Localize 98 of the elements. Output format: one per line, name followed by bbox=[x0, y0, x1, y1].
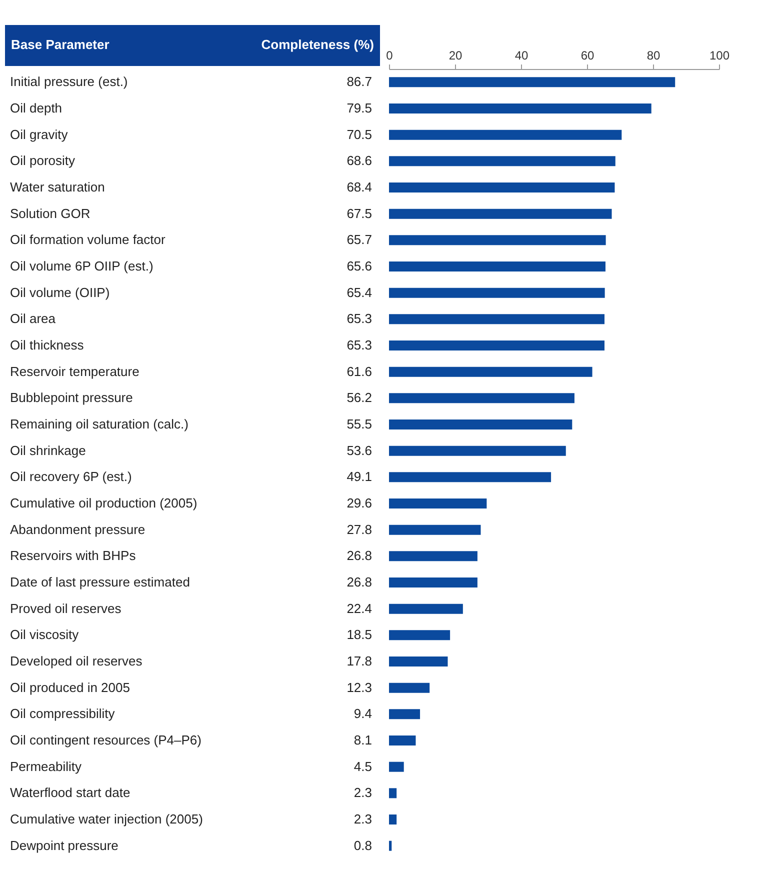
bar bbox=[389, 788, 397, 798]
data-label: 79.5 bbox=[346, 100, 372, 116]
data-label: 56.2 bbox=[346, 390, 372, 406]
data-label: 53.6 bbox=[346, 442, 372, 458]
y-tick-label: Oil shrinkage bbox=[10, 442, 86, 458]
x2-tick-label: 60 bbox=[580, 48, 594, 62]
y-tick-label: Oil recovery 6P (est.) bbox=[10, 469, 132, 484]
y-tick-label: Oil porosity bbox=[10, 153, 76, 168]
x2-tick-label: 0 bbox=[386, 48, 394, 62]
y-tick-label: Solution GOR bbox=[10, 206, 90, 221]
y-tick-label: Oil volume 6P OIIP (est.) bbox=[10, 258, 154, 274]
data-label: 26.8 bbox=[346, 548, 372, 564]
y-tick-label: Date of last pressure estimated bbox=[10, 574, 190, 590]
bar bbox=[389, 420, 572, 430]
bar bbox=[389, 235, 606, 246]
data-label: 65.3 bbox=[346, 311, 372, 326]
bar bbox=[389, 156, 616, 166]
y-tick-label: Oil gravity bbox=[10, 126, 68, 142]
data-label: 8.1 bbox=[354, 732, 372, 748]
data-label: 2.3 bbox=[354, 785, 372, 800]
data-label: 70.5 bbox=[346, 126, 372, 142]
data-label: 26.8 bbox=[346, 574, 372, 590]
y-tick-label: Oil volume (OIIP) bbox=[10, 284, 110, 300]
x2-tick-label: 80 bbox=[646, 48, 660, 62]
data-label: 65.4 bbox=[346, 284, 372, 300]
y-axis-title: Base Parameter bbox=[11, 37, 110, 52]
bar bbox=[389, 551, 478, 562]
bar bbox=[389, 366, 592, 377]
data-label: 18.5 bbox=[346, 627, 372, 642]
y-tick-label: Oil depth bbox=[10, 100, 62, 116]
data-label: 12.3 bbox=[346, 680, 372, 695]
data-label: 2.3 bbox=[354, 812, 372, 826]
y-tick-label: Reservoirs with BHPs bbox=[10, 548, 136, 564]
y-tick-label: Oil formation volume factor bbox=[10, 232, 166, 248]
bar bbox=[389, 446, 566, 456]
y-tick-label: Reservoir temperature bbox=[10, 364, 140, 379]
y-tick-label: Permeability bbox=[10, 758, 82, 774]
bar bbox=[389, 262, 606, 272]
y-tick-label: Proved oil reserves bbox=[10, 600, 122, 616]
bar bbox=[389, 288, 605, 298]
y-tick-label: Oil produced in 2005 bbox=[10, 680, 130, 695]
y-tick-label: Bubblepoint pressure bbox=[10, 390, 133, 406]
data-label: 65.7 bbox=[346, 232, 372, 248]
data-label: 65.3 bbox=[346, 338, 372, 352]
data-label: 17.8 bbox=[346, 654, 372, 668]
data-label: 9.4 bbox=[354, 706, 372, 722]
y-tick-label: Remaining oil saturation (calc.) bbox=[10, 416, 188, 432]
bar bbox=[389, 840, 392, 851]
data-label: 67.5 bbox=[346, 206, 372, 221]
y-tick-label: Dewpoint pressure bbox=[10, 838, 118, 853]
y-tick-label: Oil viscosity bbox=[10, 627, 80, 642]
y-tick-label: Oil contingent resources (P4–P6) bbox=[10, 732, 202, 748]
bar bbox=[389, 472, 552, 482]
bar bbox=[389, 762, 404, 772]
y-tick-label: Oil compressibility bbox=[10, 706, 116, 722]
data-label: 68.6 bbox=[346, 153, 372, 168]
y-tick-label: Cumulative water injection (2005) bbox=[10, 812, 203, 826]
data-label: 22.4 bbox=[346, 600, 372, 616]
y-tick-label: Cumulative oil production (2005) bbox=[10, 496, 198, 510]
bar bbox=[389, 524, 481, 535]
y-tick-label: Developed oil reserves bbox=[10, 654, 143, 668]
x-axis-title: Completeness (%) bbox=[261, 37, 374, 52]
bar bbox=[389, 630, 450, 640]
bar bbox=[389, 578, 478, 588]
data-label: 61.6 bbox=[346, 364, 372, 379]
data-label: 86.7 bbox=[346, 74, 372, 90]
y-tick-label: Water saturation bbox=[10, 180, 105, 194]
x2-tick-label: 100 bbox=[709, 48, 730, 62]
data-label: 49.1 bbox=[346, 469, 372, 484]
bar bbox=[389, 182, 615, 192]
bar bbox=[389, 498, 487, 508]
bar bbox=[389, 77, 676, 88]
y-tick-label: Waterflood start date bbox=[10, 785, 130, 800]
data-label: 4.5 bbox=[354, 758, 372, 774]
bar bbox=[389, 656, 448, 666]
x2-tick-label: 40 bbox=[514, 48, 528, 62]
data-label: 55.5 bbox=[346, 416, 372, 432]
y-tick-label: Oil thickness bbox=[10, 338, 84, 352]
bar bbox=[389, 709, 420, 720]
bar bbox=[389, 393, 574, 404]
data-label: 27.8 bbox=[346, 522, 372, 537]
bar bbox=[389, 208, 612, 219]
bar bbox=[389, 130, 622, 140]
bar bbox=[389, 604, 463, 614]
data-label: 68.4 bbox=[346, 180, 372, 194]
bar bbox=[389, 104, 652, 114]
x2-tick-label: 20 bbox=[448, 48, 462, 62]
bar bbox=[389, 814, 397, 824]
bar bbox=[389, 314, 604, 324]
data-label: 0.8 bbox=[354, 838, 372, 853]
y-tick-label: Initial pressure (est.) bbox=[10, 74, 128, 90]
bar bbox=[389, 682, 430, 693]
y-tick-label: Oil area bbox=[10, 311, 56, 326]
data-label: 65.6 bbox=[346, 258, 372, 274]
data-label: 29.6 bbox=[346, 496, 372, 510]
bar bbox=[389, 736, 416, 746]
bar bbox=[389, 340, 604, 350]
y-tick-label: Abandonment pressure bbox=[10, 522, 146, 537]
